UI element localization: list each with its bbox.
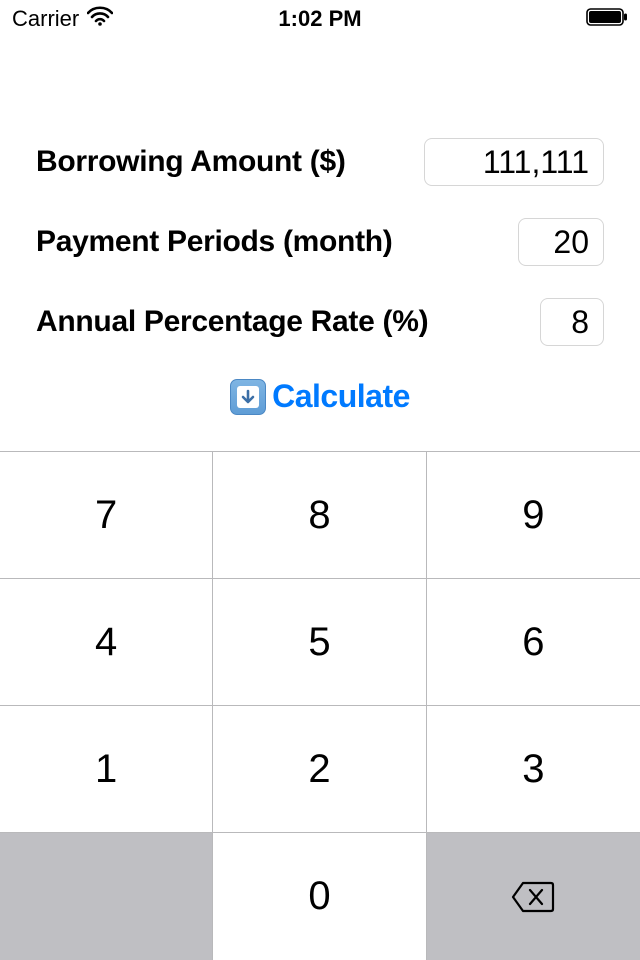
periods-label: Payment Periods (month) bbox=[36, 225, 392, 259]
down-arrow-icon bbox=[230, 379, 266, 415]
status-right bbox=[586, 6, 628, 32]
rate-input[interactable] bbox=[540, 298, 604, 346]
key-7[interactable]: 7 bbox=[0, 452, 213, 579]
rate-label: Annual Percentage Rate (%) bbox=[36, 305, 428, 339]
key-5[interactable]: 5 bbox=[213, 579, 426, 706]
status-left: Carrier bbox=[12, 6, 113, 32]
key-8[interactable]: 8 bbox=[213, 452, 426, 579]
amount-row: Borrowing Amount ($) bbox=[36, 138, 604, 186]
amount-input[interactable] bbox=[424, 138, 604, 186]
periods-row: Payment Periods (month) bbox=[36, 218, 604, 266]
numeric-keypad: 7 8 9 4 5 6 1 2 3 0 bbox=[0, 451, 640, 960]
calculate-label: Calculate bbox=[272, 378, 410, 415]
wifi-icon bbox=[87, 6, 113, 32]
periods-input[interactable] bbox=[518, 218, 604, 266]
loan-form: Borrowing Amount ($) Payment Periods (mo… bbox=[0, 38, 640, 415]
key-2[interactable]: 2 bbox=[213, 706, 426, 833]
status-time: 1:02 PM bbox=[278, 6, 361, 32]
rate-row: Annual Percentage Rate (%) bbox=[36, 298, 604, 346]
key-blank bbox=[0, 833, 213, 960]
carrier-label: Carrier bbox=[12, 6, 79, 32]
amount-label: Borrowing Amount ($) bbox=[36, 145, 346, 179]
key-3[interactable]: 3 bbox=[427, 706, 640, 833]
key-1[interactable]: 1 bbox=[0, 706, 213, 833]
key-backspace[interactable] bbox=[427, 833, 640, 960]
battery-icon bbox=[586, 6, 628, 32]
key-4[interactable]: 4 bbox=[0, 579, 213, 706]
key-0[interactable]: 0 bbox=[213, 833, 426, 960]
key-9[interactable]: 9 bbox=[427, 452, 640, 579]
key-6[interactable]: 6 bbox=[427, 579, 640, 706]
calculate-button[interactable]: Calculate bbox=[36, 378, 604, 415]
status-bar: Carrier 1:02 PM bbox=[0, 0, 640, 38]
backspace-icon bbox=[511, 880, 555, 914]
